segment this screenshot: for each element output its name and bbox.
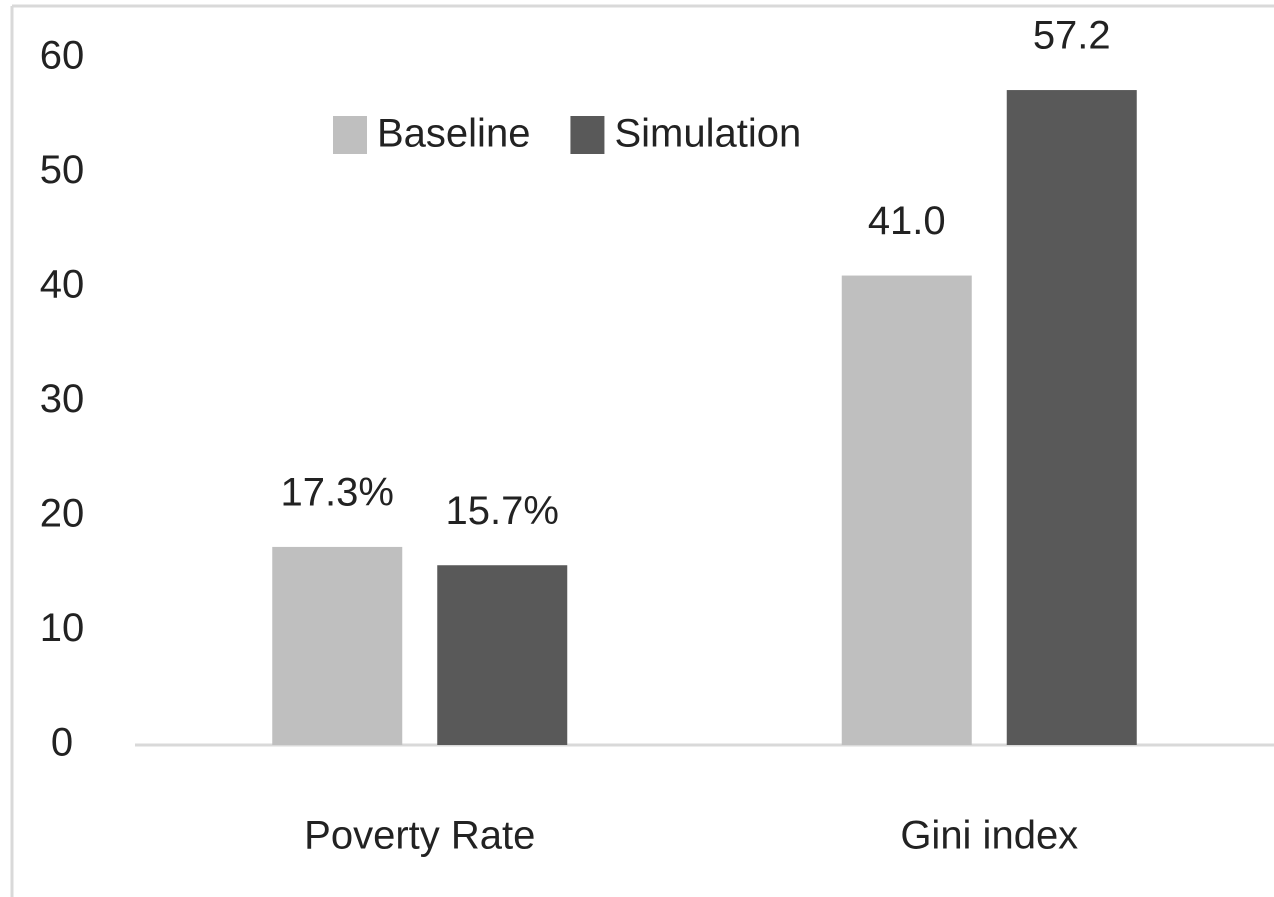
data-label: 41.0	[868, 199, 946, 243]
y-tick-label: 60	[40, 34, 85, 78]
bar	[841, 275, 972, 745]
y-tick-label: 20	[40, 492, 85, 536]
x-tick-label: Gini index	[900, 814, 1078, 858]
y-tick-label: 10	[40, 606, 85, 650]
bar	[437, 565, 568, 745]
y-tick-label: 40	[40, 263, 85, 307]
legend-label: Baseline	[377, 112, 530, 156]
legend-swatch	[570, 116, 605, 154]
y-tick-label: 30	[40, 377, 85, 421]
bar	[272, 546, 403, 745]
legend-label: Simulation	[614, 112, 801, 156]
y-tick-label: 50	[40, 148, 85, 192]
data-label: 15.7%	[446, 489, 559, 533]
data-label: 17.3%	[281, 470, 394, 514]
bar	[1006, 90, 1137, 745]
x-tick-label: Poverty Rate	[304, 814, 535, 858]
data-label: 57.2	[1033, 14, 1111, 58]
legend-swatch	[333, 116, 367, 154]
y-tick-label: 0	[51, 721, 73, 765]
